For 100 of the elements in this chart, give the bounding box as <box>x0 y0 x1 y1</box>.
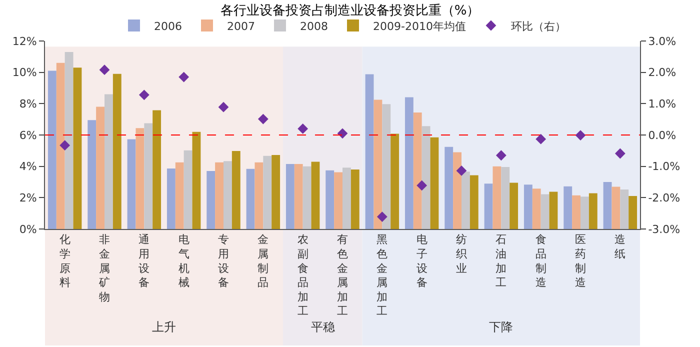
bar <box>365 74 374 229</box>
bar <box>311 162 320 229</box>
legend-label: 2007 <box>227 20 255 33</box>
point <box>456 166 467 176</box>
point <box>258 114 268 124</box>
x-tick-label: 金属制品 <box>258 233 269 290</box>
x-tick-label: 非金属矿物 <box>98 233 110 304</box>
bar <box>272 155 280 229</box>
x-tick-label: 电气机械 <box>178 233 190 290</box>
bar <box>286 164 294 229</box>
bar <box>104 94 113 229</box>
bar <box>326 170 334 229</box>
x-tick-label: 黑色金属加工 <box>376 233 388 318</box>
x-tick-label: 通用设备 <box>138 233 150 290</box>
bar <box>184 150 192 229</box>
bar <box>422 126 430 229</box>
y2-tick-label: 3.0% <box>648 34 676 48</box>
point <box>416 180 428 191</box>
x-tick-label: 化学原料 <box>59 233 70 290</box>
bar <box>628 196 638 229</box>
bar <box>127 139 136 229</box>
bar <box>430 137 439 229</box>
bar <box>572 195 580 229</box>
bar <box>501 166 510 229</box>
bar <box>453 152 462 229</box>
y-tick-label: 10% <box>12 66 37 80</box>
x-tick-label: 石油加工 <box>496 233 507 290</box>
bar <box>192 132 201 229</box>
bar <box>374 100 382 229</box>
y-tick-label: 6% <box>19 128 37 142</box>
bar <box>56 62 65 229</box>
bar <box>462 172 470 229</box>
bar <box>603 182 612 229</box>
bar <box>492 166 502 229</box>
bar <box>444 146 454 229</box>
y-tick-label: 0% <box>19 222 37 236</box>
bar <box>112 74 122 229</box>
bar <box>48 70 56 229</box>
bar <box>144 123 153 229</box>
legend-label: 环比（右） <box>510 20 566 33</box>
bar <box>88 120 96 229</box>
bar <box>350 169 360 229</box>
point <box>575 130 586 141</box>
bar <box>136 128 144 229</box>
y2-tick-label: 2.0% <box>648 66 676 80</box>
bar <box>588 193 598 229</box>
x-tick-label: 电子设备 <box>416 233 428 290</box>
bar <box>254 162 264 229</box>
band-label: 上升 <box>152 320 176 334</box>
point <box>99 64 110 76</box>
y2-tick-label: -3.0% <box>648 222 680 236</box>
point <box>496 150 506 161</box>
x-tick-label: 纺织业 <box>456 233 467 275</box>
bar <box>612 186 620 229</box>
x-tick-label: 食品制造 <box>535 233 546 290</box>
bar <box>620 190 629 229</box>
band-label: 平稳 <box>311 320 335 334</box>
bar <box>152 110 162 229</box>
bar <box>540 194 550 229</box>
y2-tick-label: 1.0% <box>648 98 676 111</box>
x-tick-label: 农副食品加工 <box>297 233 308 318</box>
bar <box>390 134 400 229</box>
x-tick-label: 造纸 <box>614 233 626 260</box>
bar <box>302 166 312 229</box>
legend-label: 2006 <box>154 20 182 33</box>
x-tick-label: 专用设备 <box>218 233 229 290</box>
legend-label: 2009-2010年均值 <box>373 20 466 33</box>
bar <box>524 184 532 229</box>
bar <box>382 104 391 229</box>
point <box>614 148 626 159</box>
bar <box>342 168 351 229</box>
point <box>218 102 229 112</box>
point <box>376 212 388 222</box>
bar <box>246 168 255 229</box>
legend-label: 2008 <box>300 20 328 33</box>
band-label: 下降 <box>489 320 513 334</box>
bar <box>549 192 558 229</box>
bar <box>510 182 518 229</box>
y2-tick-label: -2.0% <box>648 192 680 205</box>
bar <box>470 175 478 229</box>
chart-title: 各行业设备投资占制造业设备投资比重（%） <box>220 3 480 18</box>
bar <box>263 156 272 229</box>
bar <box>175 162 184 229</box>
bar <box>166 168 176 229</box>
point <box>337 128 348 139</box>
bar <box>580 196 589 229</box>
bar <box>484 184 493 229</box>
bar <box>404 97 414 229</box>
point <box>178 72 190 82</box>
bar <box>532 188 541 229</box>
y-tick-label: 2% <box>19 192 37 205</box>
bar <box>564 186 572 229</box>
point <box>536 134 546 144</box>
x-tick-label: 有色金属加工 <box>337 233 348 318</box>
y2-tick-label: -1.0% <box>648 160 680 174</box>
bar <box>206 171 216 229</box>
point <box>138 90 150 100</box>
x-tick-label: 医药制造 <box>575 233 586 290</box>
y2-tick-label: 0.0% <box>648 128 676 142</box>
point <box>298 124 308 134</box>
